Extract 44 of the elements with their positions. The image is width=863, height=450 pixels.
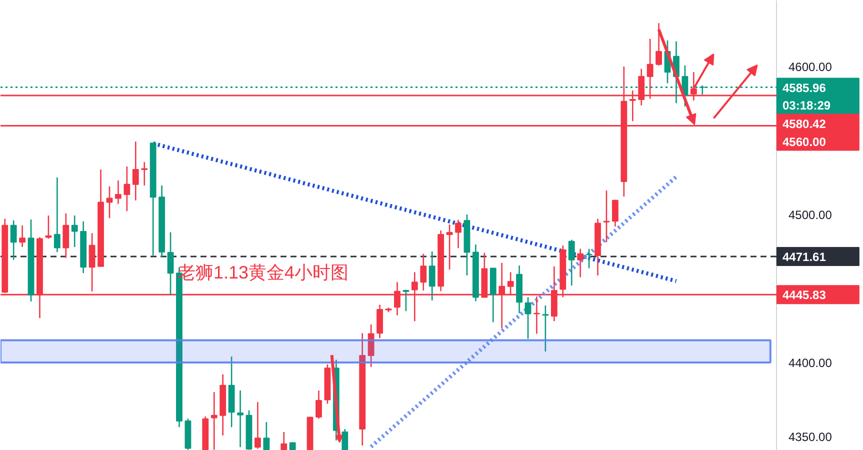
candlestick xyxy=(577,248,584,278)
candlestick xyxy=(524,296,532,340)
candlestick xyxy=(254,401,261,450)
candlestick xyxy=(542,304,549,352)
candlestick xyxy=(368,324,374,368)
candlestick xyxy=(568,239,575,286)
candlestick xyxy=(316,390,322,420)
candlestick xyxy=(402,289,410,312)
ref-line-label: 4471.61 xyxy=(782,250,826,264)
ref-line-label: 4580.42 xyxy=(782,116,826,131)
candlestick xyxy=(420,253,427,292)
candlestick xyxy=(280,431,288,450)
candlestick xyxy=(167,232,174,296)
candlestick xyxy=(88,232,96,292)
candlestick xyxy=(612,199,618,228)
y-tick-label: 4500.00 xyxy=(788,208,832,222)
y-tick-label: 4600.00 xyxy=(788,60,832,74)
candlestick xyxy=(210,391,218,450)
candlestick xyxy=(376,304,383,339)
ref-line-label: 4585.96 xyxy=(782,80,826,95)
candlestick xyxy=(263,421,270,450)
candlestick xyxy=(237,390,244,448)
candlestick xyxy=(19,224,26,248)
candlestick xyxy=(455,219,462,249)
candlestick xyxy=(141,161,148,186)
candlestick xyxy=(586,248,592,269)
candlestick xyxy=(446,224,453,270)
candlestick xyxy=(115,180,122,204)
candlestick xyxy=(106,186,113,219)
ref-line-label: 4560.00 xyxy=(782,134,826,149)
candlestick xyxy=(54,176,60,253)
candlestick xyxy=(45,214,52,240)
candlestick xyxy=(603,190,610,243)
ref-line-label: 4445.83 xyxy=(782,288,826,302)
candlestick xyxy=(342,428,348,450)
y-tick-label: 4350.00 xyxy=(788,430,832,444)
candlestick xyxy=(132,140,139,202)
candlestick xyxy=(71,214,78,248)
candlestick xyxy=(428,250,436,302)
candlestick xyxy=(10,220,17,260)
candlestick xyxy=(124,166,130,212)
candlestick xyxy=(62,212,70,258)
y-tick-label: 4400.00 xyxy=(788,356,832,370)
text: 03:18:29 xyxy=(782,98,831,112)
